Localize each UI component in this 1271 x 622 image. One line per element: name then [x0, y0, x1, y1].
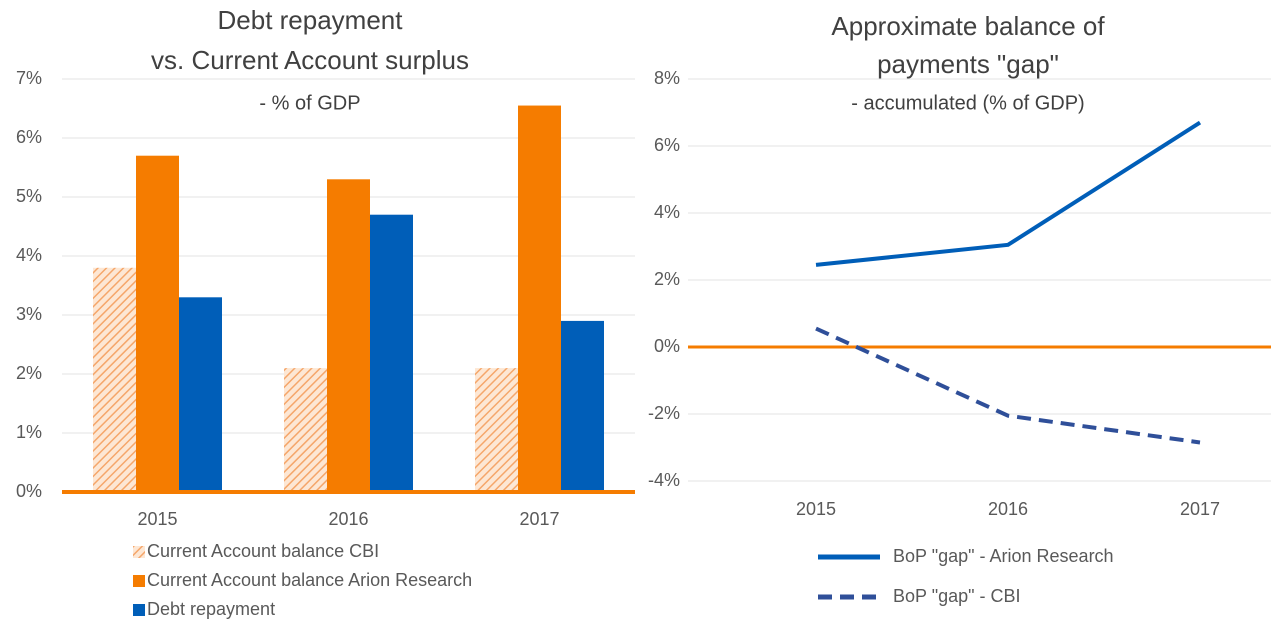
x-tick-label: 2015	[137, 509, 177, 529]
y-tick-label: 4%	[654, 202, 680, 222]
legend-swatch	[133, 575, 145, 587]
x-tick-label: 2015	[796, 499, 836, 519]
bar	[561, 320, 604, 492]
x-tick-label: 2016	[328, 509, 368, 529]
y-tick-label: 1%	[16, 422, 42, 442]
legend-swatch	[133, 604, 145, 616]
line	[815, 120, 1202, 267]
line	[815, 326, 1201, 445]
y-tick-label: 3%	[16, 304, 42, 324]
y-tick-label: 2%	[654, 269, 680, 289]
y-tick-label: 8%	[654, 68, 680, 88]
y-tick-label: 0%	[16, 481, 42, 501]
legend-label: Current Account balance CBI	[147, 541, 379, 561]
chart-title: Approximate balance of	[831, 11, 1105, 41]
bar	[370, 214, 413, 492]
legend-label: Debt repayment	[147, 599, 275, 619]
chart-subtitle: - accumulated (% of GDP)	[851, 92, 1084, 114]
legend-label: Current Account balance Arion Research	[147, 570, 472, 590]
chart-title: payments "gap"	[877, 49, 1059, 79]
x-tick-label: 2017	[1180, 499, 1220, 519]
bar	[327, 179, 370, 493]
chart-title: Debt repayment	[218, 5, 404, 35]
y-tick-label: 0%	[654, 336, 680, 356]
x-tick-label: 2016	[988, 499, 1028, 519]
legend-label: BoP "gap" - CBI	[893, 586, 1021, 606]
chart-subtitle: - % of GDP	[259, 92, 360, 114]
y-tick-label: -2%	[648, 403, 680, 423]
y-tick-label: 4%	[16, 245, 42, 265]
bar	[93, 267, 136, 492]
chart-title: vs. Current Account surplus	[151, 45, 469, 75]
legend-label: BoP "gap" - Arion Research	[893, 546, 1114, 566]
bar	[179, 297, 222, 492]
y-tick-label: -4%	[648, 470, 680, 490]
y-tick-label: 6%	[654, 135, 680, 155]
y-tick-label: 5%	[16, 186, 42, 206]
y-tick-label: 7%	[16, 68, 42, 88]
x-tick-label: 2017	[519, 509, 559, 529]
bar	[136, 155, 179, 492]
y-tick-label: 2%	[16, 363, 42, 383]
y-tick-label: 6%	[16, 127, 42, 147]
legend-swatch	[133, 546, 145, 558]
bar	[475, 368, 518, 492]
bar	[518, 105, 561, 493]
bar	[284, 368, 327, 492]
